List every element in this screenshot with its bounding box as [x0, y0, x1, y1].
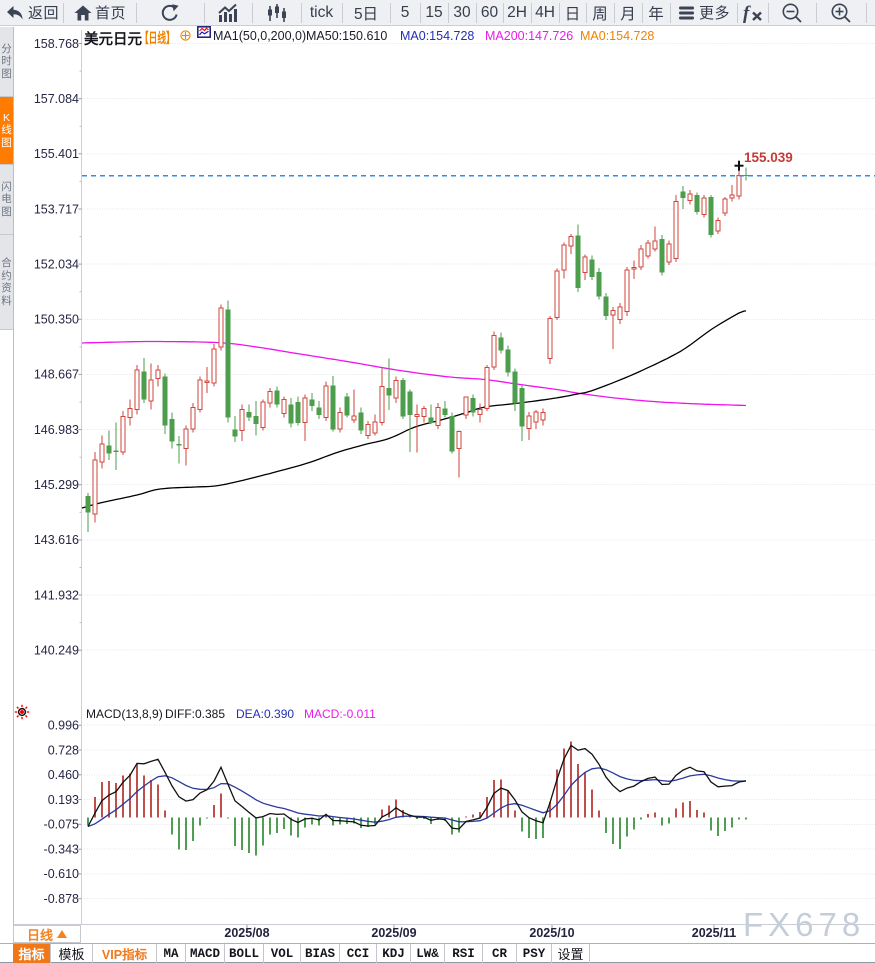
svg-text:-0.610: -0.610	[44, 867, 79, 881]
svg-text:140.249: 140.249	[34, 644, 79, 658]
svg-text:-0.343: -0.343	[44, 843, 79, 857]
svg-text:141.932: 141.932	[34, 588, 79, 602]
svg-text:157.084: 157.084	[34, 92, 79, 106]
svg-text:146.983: 146.983	[34, 423, 79, 437]
svg-text:0.460: 0.460	[48, 768, 79, 782]
svg-text:155.039: 155.039	[744, 150, 793, 165]
svg-text:148.667: 148.667	[34, 368, 79, 382]
svg-text:150.350: 150.350	[34, 313, 79, 327]
svg-text:0.728: 0.728	[48, 743, 79, 757]
svg-text:153.717: 153.717	[34, 202, 79, 216]
svg-text:143.616: 143.616	[34, 533, 79, 547]
svg-text:0.193: 0.193	[48, 793, 79, 807]
svg-text:145.299: 145.299	[34, 478, 79, 492]
svg-text:f: f	[743, 3, 751, 24]
svg-text:155.401: 155.401	[34, 147, 79, 161]
svg-text:-0.878: -0.878	[44, 892, 79, 906]
svg-text:-0.075: -0.075	[44, 818, 79, 832]
svg-text:0.996: 0.996	[48, 719, 79, 733]
svg-text:158.768: 158.768	[34, 37, 79, 51]
svg-text:152.034: 152.034	[34, 257, 79, 271]
